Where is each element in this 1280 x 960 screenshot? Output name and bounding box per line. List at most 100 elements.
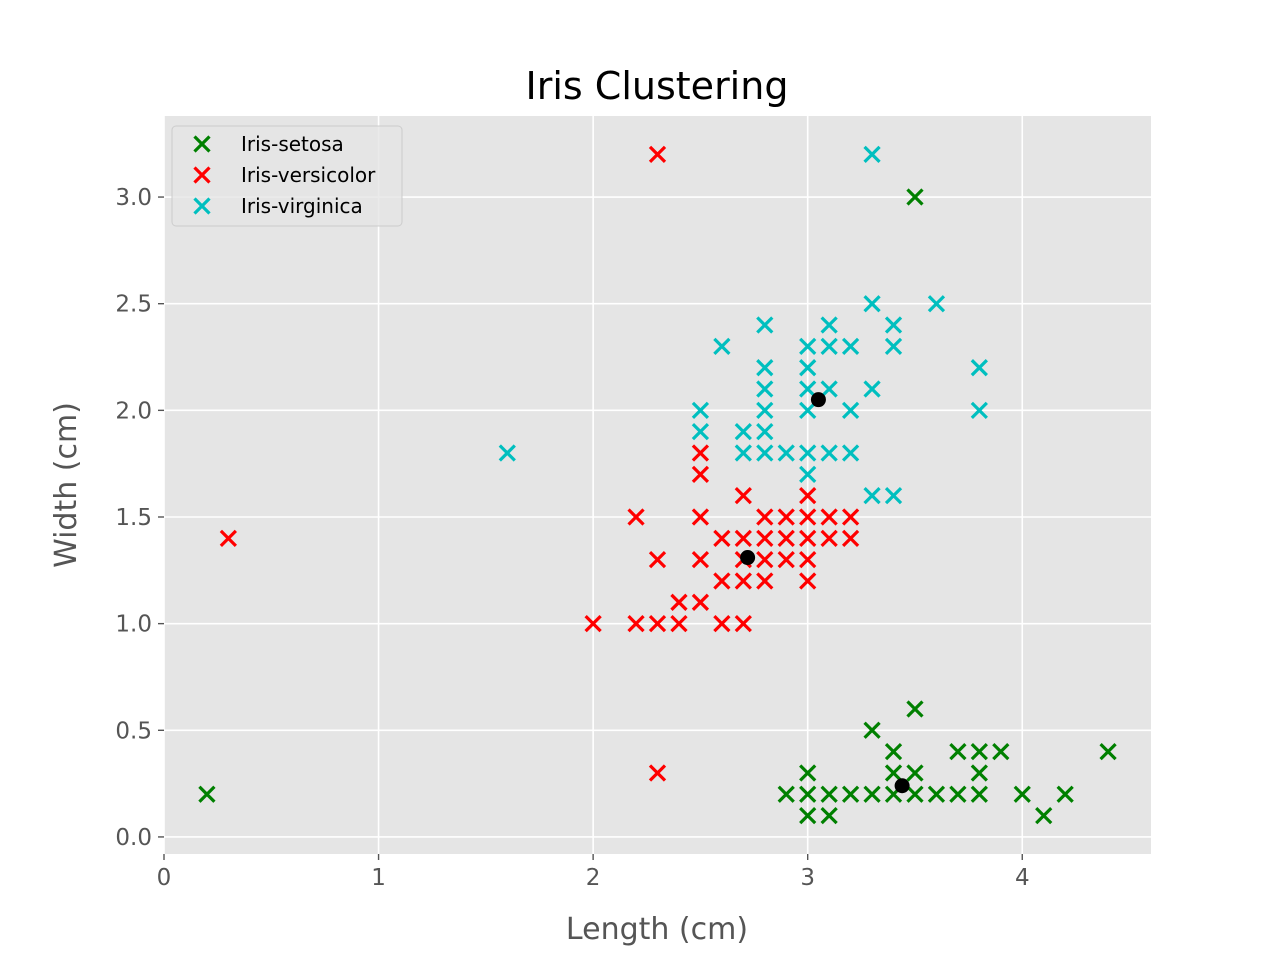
centroid-markers xyxy=(740,392,910,794)
virginica-point xyxy=(691,401,710,419)
virginica-point xyxy=(756,444,774,462)
versicolor-point xyxy=(799,508,817,526)
setosa-point xyxy=(992,742,1010,761)
setosa-point xyxy=(949,742,967,761)
virginica-point xyxy=(799,380,817,398)
x-tick-label: 1 xyxy=(371,865,386,891)
setosa-point xyxy=(799,764,817,782)
versicolor-point xyxy=(820,508,838,526)
virginica-point xyxy=(756,380,774,398)
plot-background xyxy=(164,116,1151,854)
versicolor-point xyxy=(670,615,688,633)
virginica-point xyxy=(799,444,817,462)
y-tick-label: 0.0 xyxy=(115,825,152,851)
setosa-point xyxy=(949,785,967,803)
x-tick-label: 2 xyxy=(586,865,601,891)
setosa-point xyxy=(970,764,988,782)
virginica-point xyxy=(841,401,860,419)
virginica-point xyxy=(820,337,838,355)
setosa-point xyxy=(1035,806,1053,825)
setosa-point xyxy=(799,785,817,803)
versicolor-point xyxy=(799,551,817,569)
setosa-point xyxy=(906,700,924,718)
virginica-point xyxy=(927,295,946,313)
versicolor-point xyxy=(713,572,731,590)
setosa-point xyxy=(863,721,881,739)
legend-markers xyxy=(193,135,211,215)
centroid-point xyxy=(740,550,756,566)
x-axis-label: Length (cm) xyxy=(566,912,748,947)
setosa-point xyxy=(841,785,860,803)
y-tick-label: 1.0 xyxy=(115,612,152,638)
versicolor-point xyxy=(648,145,667,164)
virginica-point xyxy=(970,401,988,419)
setosa-point xyxy=(820,785,838,803)
setosa-point xyxy=(884,742,903,761)
versicolor-point xyxy=(799,572,817,590)
versicolor-point xyxy=(691,551,710,569)
virginica-point xyxy=(841,444,860,462)
legend-marker-versicolor xyxy=(193,166,211,184)
setosa-point xyxy=(884,764,903,782)
virginica-point xyxy=(799,359,817,377)
versicolor-point xyxy=(691,508,710,526)
virginica-point xyxy=(884,487,903,505)
setosa-point xyxy=(906,764,924,782)
versicolor-point xyxy=(713,615,731,633)
versicolor-point xyxy=(627,508,645,526)
axis-ticks: 0 1 2 3 4 0.0 0.5 1.0 1.5 2.0 2.5 3.0 xyxy=(115,185,1029,891)
virginica-point xyxy=(691,423,710,441)
versicolor-point xyxy=(756,529,774,547)
virginica-point xyxy=(970,359,988,377)
setosa-point xyxy=(970,742,988,761)
y-tick-label: 3.0 xyxy=(115,185,152,211)
versicolor-point xyxy=(670,593,688,611)
virginica-point xyxy=(820,316,838,334)
virginica-point xyxy=(756,423,774,441)
centroid-point xyxy=(894,778,910,794)
legend-label-virginica: Iris-virginica xyxy=(241,194,363,218)
versicolor-point xyxy=(756,508,774,526)
versicolor-point xyxy=(777,529,795,547)
y-axis-label: Width (cm) xyxy=(49,402,84,568)
versicolor-point xyxy=(648,764,667,782)
virginica-point xyxy=(756,316,774,334)
versicolor-point xyxy=(734,487,752,505)
chart-title: Iris Clustering xyxy=(526,64,789,108)
versicolor-point xyxy=(691,593,710,611)
x-tick-label: 3 xyxy=(800,865,815,891)
legend-box xyxy=(171,125,403,227)
versicolor-point xyxy=(648,551,667,569)
versicolor-point xyxy=(691,444,710,462)
virginica-point xyxy=(863,487,881,505)
y-tick-label: 1.5 xyxy=(115,505,152,531)
virginica-point xyxy=(863,380,881,398)
versicolor-point xyxy=(820,529,838,547)
virginica-point xyxy=(734,423,752,441)
virginica-point xyxy=(734,444,752,462)
versicolor-point xyxy=(799,529,817,547)
versicolor-point xyxy=(756,551,774,569)
versicolor-point xyxy=(777,508,795,526)
versicolor-point xyxy=(799,487,817,505)
setosa-point xyxy=(198,785,216,803)
setosa-point xyxy=(906,785,924,803)
legend-label-versicolor: Iris-versicolor xyxy=(241,163,376,187)
virginica-point xyxy=(756,401,774,419)
virginica-point xyxy=(863,145,881,164)
legend-marker-virginica xyxy=(193,197,211,215)
setosa-point xyxy=(820,806,838,825)
virginica-point xyxy=(713,337,731,355)
versicolor-point xyxy=(627,615,645,633)
setosa-point xyxy=(906,188,924,206)
setosa-point xyxy=(1099,742,1117,761)
virginica-point xyxy=(799,401,817,419)
virginica-point xyxy=(841,337,860,355)
virginica-point xyxy=(884,337,903,355)
virginica-point xyxy=(756,359,774,377)
versicolor-point xyxy=(584,615,602,633)
virginica-point xyxy=(863,295,881,313)
versicolor-point xyxy=(734,572,752,590)
setosa-point xyxy=(799,806,817,825)
virginica-point xyxy=(820,444,838,462)
